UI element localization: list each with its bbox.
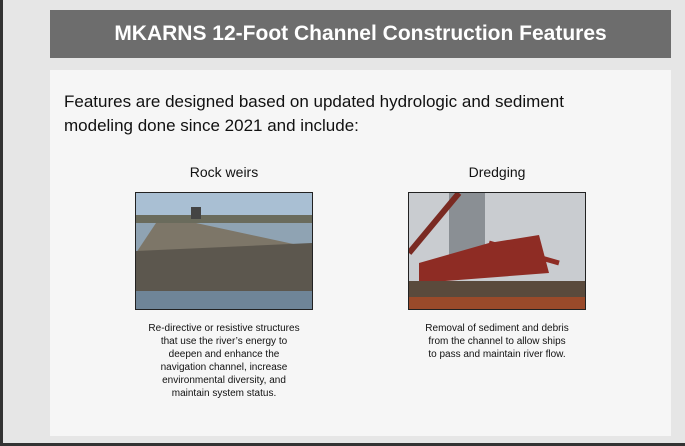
- intro-line: Features are designed based on updated h…: [64, 90, 564, 114]
- caption-line: Removal of sediment and debris: [367, 322, 627, 335]
- caption: Removal of sediment and debris from the …: [367, 322, 627, 361]
- content-box: Features are designed based on updated h…: [50, 70, 671, 436]
- caption-line: environmental diversity, and: [94, 374, 354, 387]
- feature: Rock weirs Re-directive or resistive str…: [94, 164, 354, 400]
- caption-line: maintain system status.: [94, 387, 354, 400]
- dredging-photo: [408, 192, 586, 310]
- caption-line: navigation channel, increase: [94, 361, 354, 374]
- rock-weir-photo: [135, 192, 313, 310]
- caption-line: that use the river’s energy to: [94, 335, 354, 348]
- intro-line: modeling done since 2021 and include:: [64, 114, 564, 138]
- caption-line: Re-directive or resistive structures: [94, 322, 354, 335]
- caption-line: from the channel to allow ships: [367, 335, 627, 348]
- slide: MKARNS 12-Foot Channel Construction Feat…: [0, 0, 685, 446]
- feature-label: Dredging: [367, 164, 627, 186]
- intro: Features are designed based on updated h…: [64, 90, 564, 138]
- feature-label: Rock weirs: [94, 164, 354, 186]
- feature: Dredging Removal of sediment and debris …: [367, 164, 627, 361]
- title-bar: MKARNS 12-Foot Channel Construction Feat…: [50, 10, 671, 58]
- caption-line: deepen and enhance the: [94, 348, 354, 361]
- caption: Re-directive or resistive structures tha…: [94, 322, 354, 400]
- slide-title: MKARNS 12-Foot Channel Construction Feat…: [114, 22, 606, 45]
- caption-line: to pass and maintain river flow.: [367, 348, 627, 361]
